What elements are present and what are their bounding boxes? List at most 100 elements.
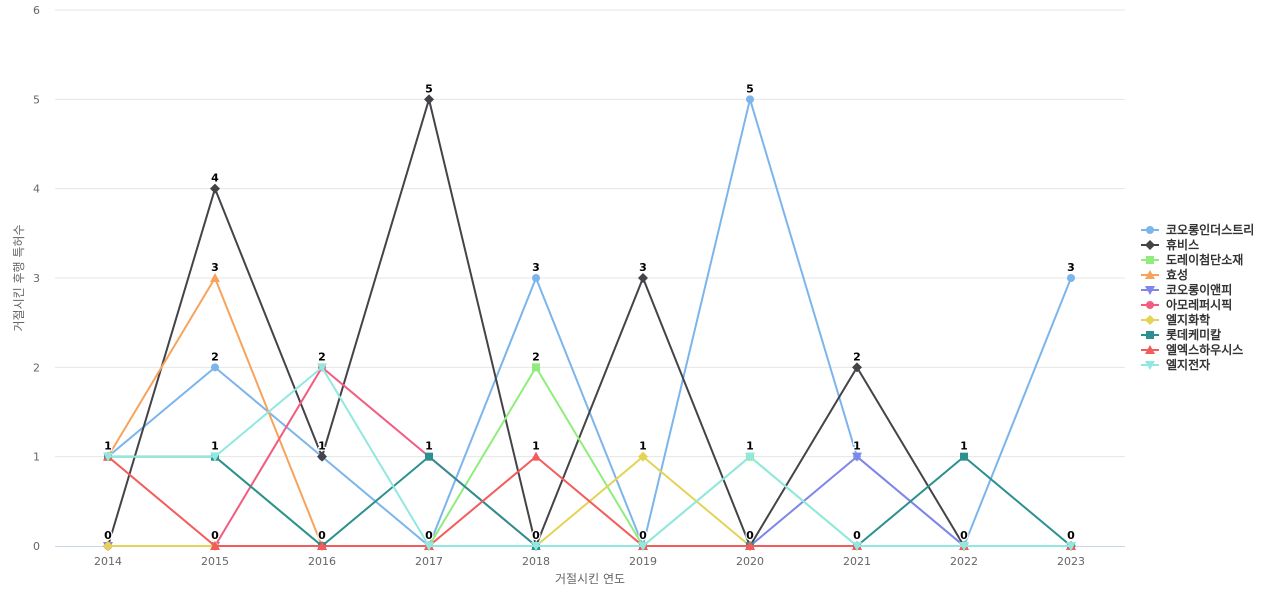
legend-swatch [1141, 255, 1159, 264]
legend-item[interactable]: 엘지화학 [1140, 312, 1254, 327]
legend-swatch [1141, 285, 1159, 295]
x-axis-ticks: 2014 2015 2016 2017 2018 2019 2020 2021 2022 2023 [94, 555, 1085, 568]
legend-label: 도레이첨단소재 [1166, 253, 1244, 267]
data-point [424, 542, 434, 551]
data-point [852, 362, 862, 373]
legend-marker [1146, 330, 1154, 339]
legend-item[interactable]: 롯데케미칼 [1140, 327, 1254, 342]
legend-marker [1146, 255, 1154, 264]
data-point [959, 542, 969, 551]
y-tick-label: 0 [33, 540, 40, 553]
series-2 [103, 94, 1076, 551]
x-tick-label: 2018 [522, 555, 550, 568]
legend-label: 엘지화학 [1166, 313, 1211, 327]
legend-swatch [1141, 360, 1159, 370]
legend-marker [1146, 300, 1154, 309]
y-tick-label: 4 [33, 183, 40, 196]
x-axis-title: 거절시킨 연도 [555, 572, 625, 586]
data-label: 1 [853, 440, 861, 453]
data-label: 1 [425, 440, 433, 453]
data-label: 5 [746, 82, 754, 95]
legend-item[interactable]: 엘지전자 [1140, 357, 1254, 372]
legend-marker [1145, 285, 1155, 295]
data-point [317, 541, 327, 550]
data-point [317, 451, 327, 462]
data-label: 0 [1067, 529, 1075, 542]
legend-marker [1145, 344, 1155, 354]
data-label: 2 [211, 350, 219, 363]
legend-item[interactable]: 코오롱인더스트리 [1140, 222, 1254, 237]
data-point [638, 451, 648, 462]
legend-label: 엘지전자 [1166, 358, 1211, 372]
series-9 [103, 451, 1076, 550]
legend-item[interactable]: 도레이첨단소재 [1140, 252, 1254, 267]
data-point [960, 452, 968, 461]
data-label: 1 [211, 440, 219, 453]
legend-item[interactable]: 엘엑스하우시스 [1140, 342, 1254, 357]
data-point [425, 452, 433, 461]
legend-label: 엘엑스하우시스 [1166, 343, 1244, 357]
y-tick-label: 3 [33, 272, 40, 285]
data-label: 1 [960, 440, 968, 453]
x-tick-label: 2017 [415, 555, 443, 568]
data-label: 1 [318, 440, 326, 453]
data-label: 3 [211, 261, 219, 274]
legend-item[interactable]: 코오롱이앤피 [1140, 282, 1254, 297]
x-tick-label: 2015 [201, 555, 229, 568]
data-label: 3 [532, 261, 540, 274]
data-label: 3 [1067, 261, 1075, 274]
legend-marker [1145, 360, 1155, 370]
legend-swatch [1141, 330, 1159, 339]
data-point [852, 542, 862, 551]
data-label: 5 [425, 82, 433, 95]
y-tick-label: 6 [33, 4, 40, 17]
data-point [746, 95, 754, 104]
data-point [531, 542, 541, 551]
y-tick-label: 5 [33, 93, 40, 106]
legend-marker [1145, 314, 1155, 325]
y-axis-title: 거절시킨 후행 특허수 [11, 225, 26, 332]
data-point [210, 452, 220, 462]
data-point [1066, 542, 1076, 551]
data-label: 0 [211, 529, 219, 542]
data-point [532, 363, 540, 372]
data-label: 0 [104, 529, 112, 542]
legend-label: 휴비스 [1166, 238, 1200, 252]
data-label: 0 [532, 529, 540, 542]
data-point [531, 451, 541, 461]
data-point [210, 273, 220, 282]
data-label: 2 [532, 350, 540, 363]
data-point [852, 452, 862, 462]
legend-label: 코오롱인더스트리 [1166, 223, 1255, 237]
data-point [424, 94, 434, 105]
series-line [107, 366, 1072, 547]
data-label: 4 [211, 172, 219, 185]
legend-marker [1145, 269, 1155, 279]
legend-item[interactable]: 휴비스 [1140, 237, 1254, 252]
legend-item[interactable]: 아모레퍼시픽 [1140, 297, 1254, 312]
series-line [107, 98, 1072, 547]
data-label: 1 [532, 440, 540, 453]
legend-swatch [1141, 344, 1159, 354]
data-label: 0 [960, 529, 968, 542]
legend-swatch [1141, 239, 1159, 250]
legend-swatch [1141, 314, 1159, 325]
legend-marker [1146, 225, 1154, 234]
grid-lines [55, 9, 1125, 458]
x-tick-label: 2016 [308, 555, 336, 568]
legend-item[interactable]: 효성 [1140, 267, 1254, 282]
data-label: 2 [318, 350, 326, 363]
x-tick-label: 2022 [950, 555, 978, 568]
legend-swatch [1141, 269, 1159, 279]
legend-swatch [1141, 225, 1159, 234]
series-layer [103, 94, 1076, 551]
series-1 [104, 95, 1075, 550]
data-point [745, 452, 755, 462]
data-point [210, 541, 220, 550]
data-label: 0 [853, 529, 861, 542]
legend-swatch [1141, 300, 1159, 309]
data-point [745, 541, 755, 550]
data-point [103, 452, 113, 462]
